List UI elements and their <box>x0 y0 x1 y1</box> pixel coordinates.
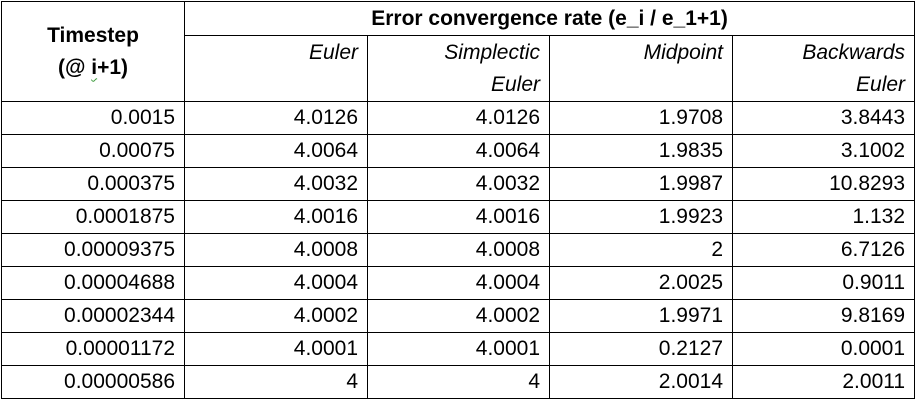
column-header-line2: Euler <box>490 73 540 96</box>
table-row: 0.000375 4.0032 4.0032 1.9987 10.8293 <box>1 167 916 201</box>
column-header-midpoint: Midpoint <box>549 35 733 102</box>
error-convergence-header: Error convergence rate (e_i / e_1+1) <box>183 1 916 36</box>
simplectic-euler-cell: 4 <box>367 365 550 399</box>
euler-cell: 4.0126 <box>184 101 368 135</box>
column-header-backwards-euler: Backwards Euler <box>731 35 916 102</box>
midpoint-cell: 1.9987 <box>549 167 733 201</box>
simplectic-euler-cell: 4.0004 <box>367 266 550 300</box>
column-header-line1: Midpoint <box>643 41 723 64</box>
backwards-euler-cell: 0.9011 <box>731 266 916 300</box>
header-row-group: Timestep (@ i+1) Error convergence rate … <box>1 1 916 102</box>
table-row: 0.0015 4.0126 4.0126 1.9708 3.8443 <box>1 101 916 135</box>
timestep-cell: 0.0015 <box>1 101 185 135</box>
timestep-header-line1: Timestep <box>47 23 139 47</box>
simplectic-euler-cell: 4.0016 <box>367 200 550 234</box>
simplectic-euler-cell: 4.0002 <box>367 299 550 333</box>
simplectic-euler-cell: 4.0032 <box>367 167 550 201</box>
euler-cell: 4 <box>184 365 368 399</box>
backwards-euler-cell: 1.132 <box>731 200 916 234</box>
backwards-euler-cell: 3.1002 <box>731 134 916 168</box>
timestep-cell: 0.000375 <box>1 167 185 201</box>
backwards-euler-cell: 3.8443 <box>731 101 916 135</box>
timestep-cell: 0.00001172 <box>1 332 185 366</box>
table-row: 0.00000586 4 4 2.0014 2.0011 <box>1 365 916 399</box>
simplectic-euler-cell: 4.0001 <box>367 332 550 366</box>
euler-cell: 4.0016 <box>184 200 368 234</box>
table-row: 0.00004688 4.0004 4.0004 2.0025 0.9011 <box>1 266 916 300</box>
table-row: 0.00002344 4.0002 4.0002 1.9971 9.8169 <box>1 299 916 333</box>
backwards-euler-cell: 10.8293 <box>731 167 916 201</box>
euler-cell: 4.0032 <box>184 167 368 201</box>
midpoint-cell: 1.9923 <box>549 200 733 234</box>
midpoint-cell: 1.9708 <box>549 101 733 135</box>
euler-cell: 4.0064 <box>184 134 368 168</box>
column-header-euler: Euler <box>184 35 368 102</box>
midpoint-cell: 2 <box>549 233 733 267</box>
backwards-euler-cell: 0.0001 <box>731 332 916 366</box>
timestep-cell: 0.00075 <box>1 134 185 168</box>
midpoint-cell: 0.2127 <box>549 332 733 366</box>
midpoint-cell: 2.0025 <box>549 266 733 300</box>
timestep-header-i: i <box>91 55 98 79</box>
backwards-euler-cell: 9.8169 <box>731 299 916 333</box>
column-header-line1: Euler <box>308 41 358 64</box>
euler-cell: 4.0002 <box>184 299 368 333</box>
table-row: 0.00075 4.0064 4.0064 1.9835 3.1002 <box>1 134 916 168</box>
timestep-header: Timestep (@ i+1) <box>1 1 185 102</box>
column-header-line1: Simplectic <box>444 41 540 64</box>
timestep-cell: 0.00002344 <box>1 299 185 333</box>
timestep-cell: 0.00000586 <box>1 365 185 399</box>
euler-cell: 4.0004 <box>184 266 368 300</box>
simplectic-euler-cell: 4.0008 <box>367 233 550 267</box>
simplectic-euler-cell: 4.0126 <box>367 101 550 135</box>
euler-cell: 4.0008 <box>184 233 368 267</box>
table-row: 0.00009375 4.0008 4.0008 2 6.7126 <box>1 233 916 267</box>
table-row: 0.00001172 4.0001 4.0001 0.2127 0.0001 <box>1 332 916 366</box>
table-row: 0.0001875 4.0016 4.0016 1.9923 1.132 <box>1 200 916 234</box>
midpoint-cell: 2.0014 <box>549 365 733 399</box>
column-header-line1: Backwards <box>802 41 906 64</box>
midpoint-cell: 1.9971 <box>549 299 733 333</box>
backwards-euler-cell: 6.7126 <box>731 233 916 267</box>
header-row-methods: Euler Simplectic Euler Midpoint Backward… <box>2 35 916 102</box>
euler-cell: 4.0001 <box>184 332 368 366</box>
timestep-cell: 0.00009375 <box>1 233 185 267</box>
timestep-header-prefix: (@ <box>57 55 92 79</box>
backwards-euler-cell: 2.0011 <box>731 365 916 399</box>
timestep-cell: 0.0001875 <box>1 200 185 234</box>
column-header-line2: Euler <box>856 73 906 96</box>
timestep-cell: 0.00004688 <box>1 266 185 300</box>
column-header-simplectic-euler: Simplectic Euler <box>367 35 550 102</box>
simplectic-euler-cell: 4.0064 <box>367 134 550 168</box>
midpoint-cell: 1.9835 <box>549 134 733 168</box>
timestep-header-suffix: +1) <box>97 55 129 79</box>
